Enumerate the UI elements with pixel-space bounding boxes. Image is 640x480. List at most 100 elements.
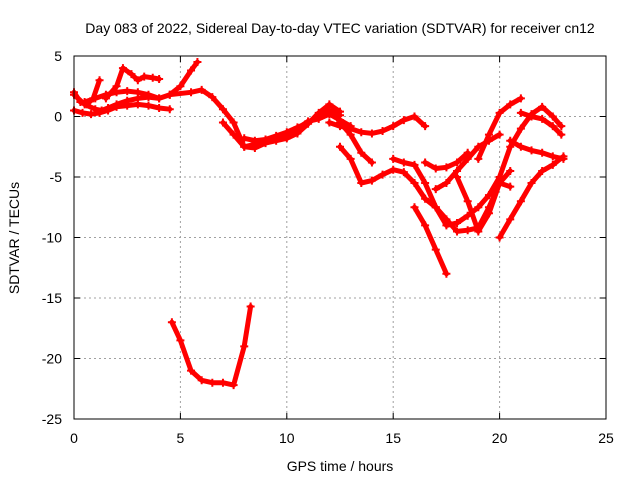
data-point: [538, 148, 547, 157]
data-point: [495, 233, 504, 242]
series-line-arc-8: [241, 107, 343, 144]
data-point: [474, 154, 483, 163]
data-point: [431, 164, 440, 173]
data-point: [112, 88, 121, 97]
data-point: [421, 122, 430, 131]
data-point: [325, 106, 334, 115]
data-point: [104, 106, 113, 115]
data-point: [421, 221, 430, 230]
data-point: [453, 227, 462, 236]
data-point: [431, 185, 440, 194]
data-point: [442, 221, 451, 230]
data-point: [516, 197, 525, 206]
data-point: [410, 179, 419, 188]
data-point: [208, 93, 217, 102]
data-point: [208, 378, 217, 387]
data-point: [463, 154, 472, 163]
data-point: [474, 227, 483, 236]
data-point: [367, 129, 376, 138]
data-point: [421, 194, 430, 203]
data-point: [367, 176, 376, 185]
data-point: [95, 108, 104, 117]
data-point: [133, 76, 142, 85]
data-point: [421, 179, 430, 188]
data-point: [506, 166, 515, 175]
data-point: [165, 90, 174, 99]
x-axis-title: GPS time / hours: [287, 458, 394, 474]
data-point: [336, 118, 344, 127]
data-point: [127, 70, 136, 79]
data-point: [495, 130, 504, 139]
data-point: [176, 336, 185, 345]
x-tick-label: 20: [492, 430, 508, 446]
x-tick-labels: 0 5 10 15 20 25: [70, 430, 614, 446]
y-tick-label: -5: [50, 169, 63, 185]
series-line-arc-18: [497, 153, 566, 240]
data-point: [167, 318, 176, 327]
data-point: [148, 73, 157, 82]
data-point: [538, 102, 547, 111]
data-point: [484, 130, 493, 139]
data-traces: [70, 58, 568, 390]
data-point: [133, 88, 142, 97]
data-point: [538, 114, 547, 123]
data-point: [484, 209, 493, 218]
series-line-arc-11: [337, 120, 375, 165]
y-tick-label: -20: [42, 351, 62, 367]
data-point: [314, 112, 323, 121]
data-point: [463, 197, 472, 206]
data-point: [165, 105, 174, 114]
data-point: [229, 118, 238, 127]
data-point: [399, 116, 408, 125]
data-point: [197, 85, 206, 94]
data-point: [410, 160, 419, 169]
data-point: [282, 128, 291, 137]
data-point: [516, 142, 525, 151]
data-point: [389, 122, 398, 131]
data-point: [548, 152, 557, 161]
data-point: [389, 154, 398, 163]
data-point: [527, 146, 536, 155]
data-point: [91, 94, 100, 103]
data-point: [484, 191, 493, 200]
data-point: [516, 124, 525, 133]
data-point: [155, 94, 164, 103]
data-point: [304, 118, 313, 127]
data-point: [176, 82, 185, 91]
data-point: [559, 154, 568, 163]
data-point: [399, 158, 408, 167]
data-point: [261, 135, 270, 144]
data-point: [431, 203, 440, 212]
data-point: [144, 90, 153, 99]
data-point: [453, 173, 462, 181]
data-point: [229, 381, 238, 390]
x-tick-label: 5: [177, 430, 185, 446]
data-point: [187, 366, 196, 375]
data-point: [250, 136, 259, 145]
data-point: [240, 342, 249, 351]
data-point: [548, 160, 557, 169]
data-point: [506, 215, 515, 224]
x-tick-label: 0: [70, 430, 78, 446]
data-point: [442, 179, 451, 188]
data-point: [378, 127, 387, 136]
y-axis-title: SDTVAR / TECUs: [6, 182, 22, 294]
data-point: [144, 101, 153, 110]
data-point: [197, 376, 206, 385]
data-point: [193, 58, 202, 67]
data-point: [538, 166, 547, 175]
data-point: [346, 154, 355, 163]
data-point: [218, 378, 227, 387]
data-point: [155, 104, 164, 113]
y-tick-labels: -25 -20 -15 -10 -5 0 5: [42, 48, 62, 427]
data-point: [78, 108, 87, 117]
data-point: [463, 226, 472, 235]
data-point: [346, 130, 355, 139]
data-point: [123, 87, 132, 96]
data-point: [80, 97, 89, 106]
data-point: [527, 112, 536, 121]
series-line-arc-14: [412, 204, 449, 277]
data-point: [557, 122, 566, 131]
series-line-arc-21: [169, 304, 254, 388]
data-point: [389, 165, 398, 174]
